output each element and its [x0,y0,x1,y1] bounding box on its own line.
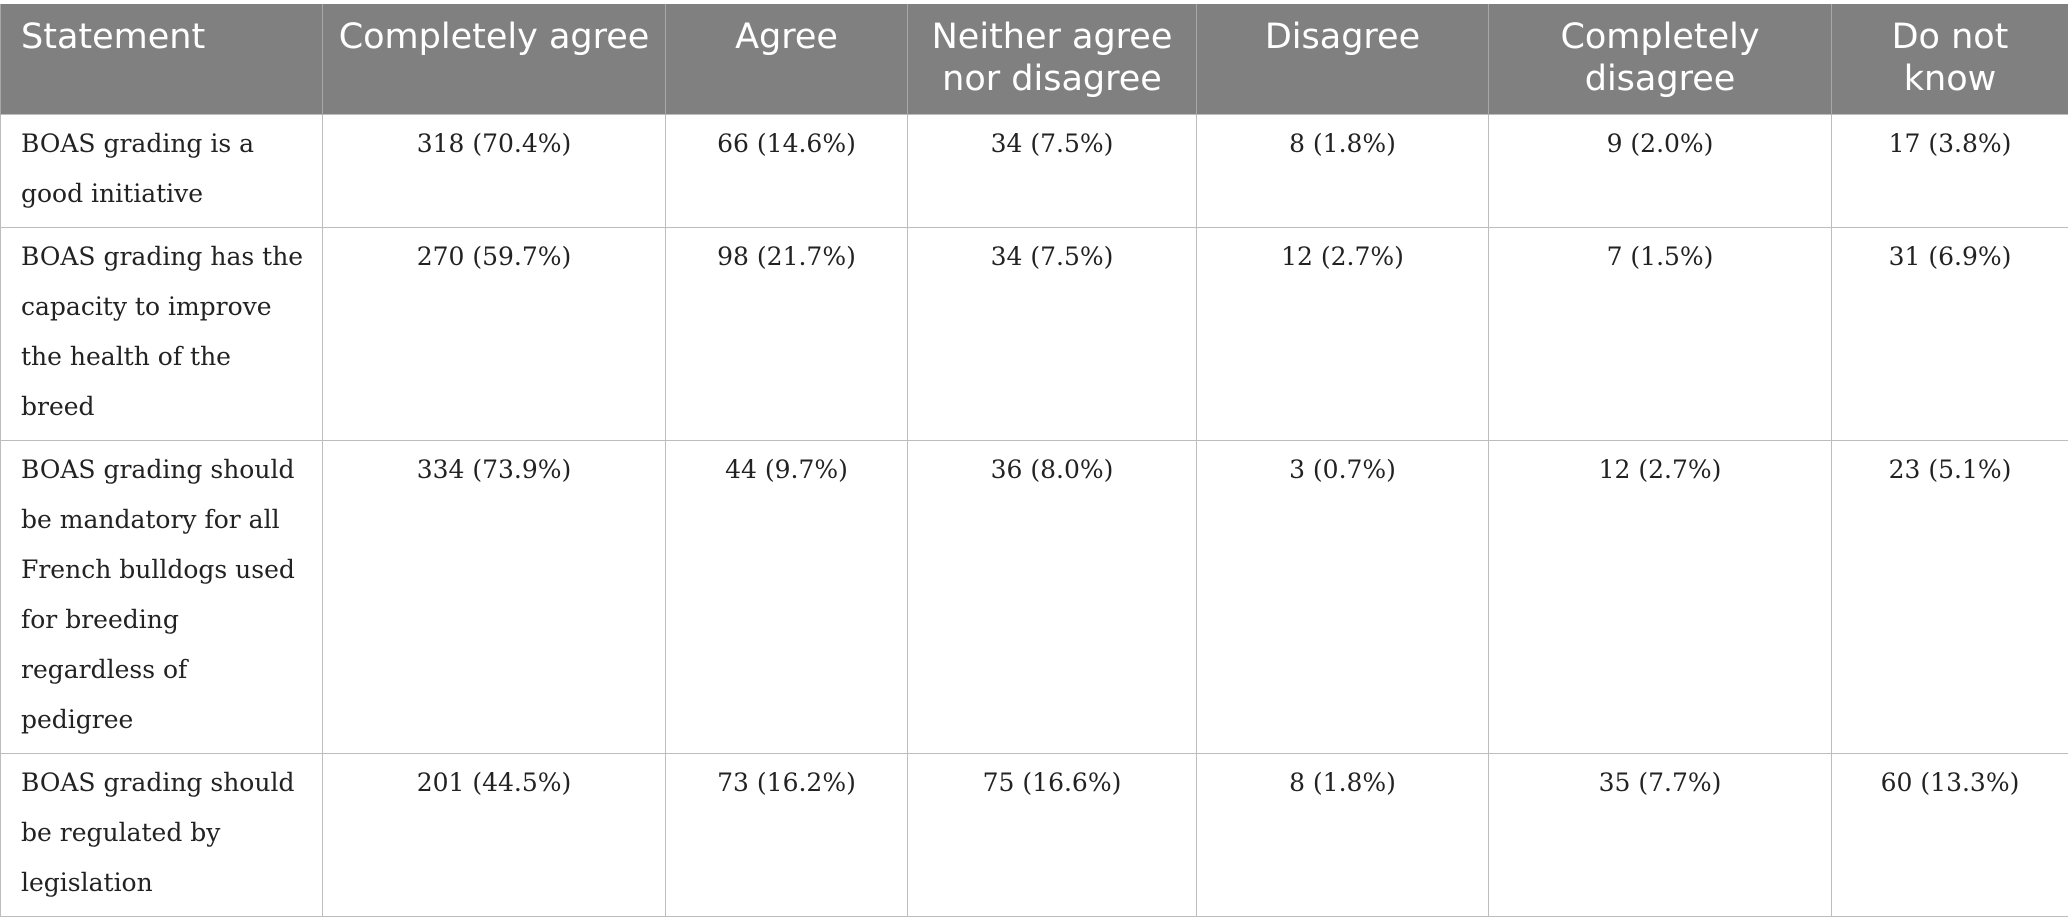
neither-cell: 34 (7.5%) [908,114,1197,227]
table-body: BOAS grading is a good initiative 318 (7… [1,114,2068,916]
table-row: BOAS grading is a good initiative 318 (7… [1,114,2068,227]
statement-cell: BOAS grading has the capacity to improve… [1,227,323,440]
completely-disagree-cell: 9 (2.0%) [1489,114,1832,227]
table-row: BOAS grading should be mandatory for all… [1,440,2068,753]
survey-results-table: Statement Completely agree Agree Neither… [0,4,2068,917]
agree-cell: 66 (14.6%) [666,114,908,227]
completely-agree-cell: 334 (73.9%) [323,440,666,753]
header-completely-disagree: Completely disagree [1489,4,1832,114]
table-row: BOAS grading has the capacity to improve… [1,227,2068,440]
statement-cell: BOAS grading should be mandatory for all… [1,440,323,753]
completely-disagree-cell: 35 (7.7%) [1489,753,1832,916]
header-do-not-know: Do not know [1832,4,2068,114]
do-not-know-cell: 17 (3.8%) [1832,114,2068,227]
completely-disagree-cell: 12 (2.7%) [1489,440,1832,753]
header-neither-agree-nor-disagree: Neither agree nor disagree [908,4,1197,114]
table-header: Statement Completely agree Agree Neither… [1,4,2068,114]
neither-cell: 36 (8.0%) [908,440,1197,753]
neither-cell: 34 (7.5%) [908,227,1197,440]
do-not-know-cell: 60 (13.3%) [1832,753,2068,916]
header-disagree: Disagree [1197,4,1489,114]
header-agree: Agree [666,4,908,114]
do-not-know-cell: 31 (6.9%) [1832,227,2068,440]
statement-cell: BOAS grading should be regulated by legi… [1,753,323,916]
disagree-cell: 8 (1.8%) [1197,114,1489,227]
agree-cell: 98 (21.7%) [666,227,908,440]
header-row: Statement Completely agree Agree Neither… [1,4,2068,114]
completely-disagree-cell: 7 (1.5%) [1489,227,1832,440]
completely-agree-cell: 201 (44.5%) [323,753,666,916]
header-completely-agree: Completely agree [323,4,666,114]
completely-agree-cell: 270 (59.7%) [323,227,666,440]
disagree-cell: 8 (1.8%) [1197,753,1489,916]
agree-cell: 44 (9.7%) [666,440,908,753]
header-statement: Statement [1,4,323,114]
do-not-know-cell: 23 (5.1%) [1832,440,2068,753]
statement-cell: BOAS grading is a good initiative [1,114,323,227]
neither-cell: 75 (16.6%) [908,753,1197,916]
agree-cell: 73 (16.2%) [666,753,908,916]
completely-agree-cell: 318 (70.4%) [323,114,666,227]
disagree-cell: 12 (2.7%) [1197,227,1489,440]
disagree-cell: 3 (0.7%) [1197,440,1489,753]
table-row: BOAS grading should be regulated by legi… [1,753,2068,916]
